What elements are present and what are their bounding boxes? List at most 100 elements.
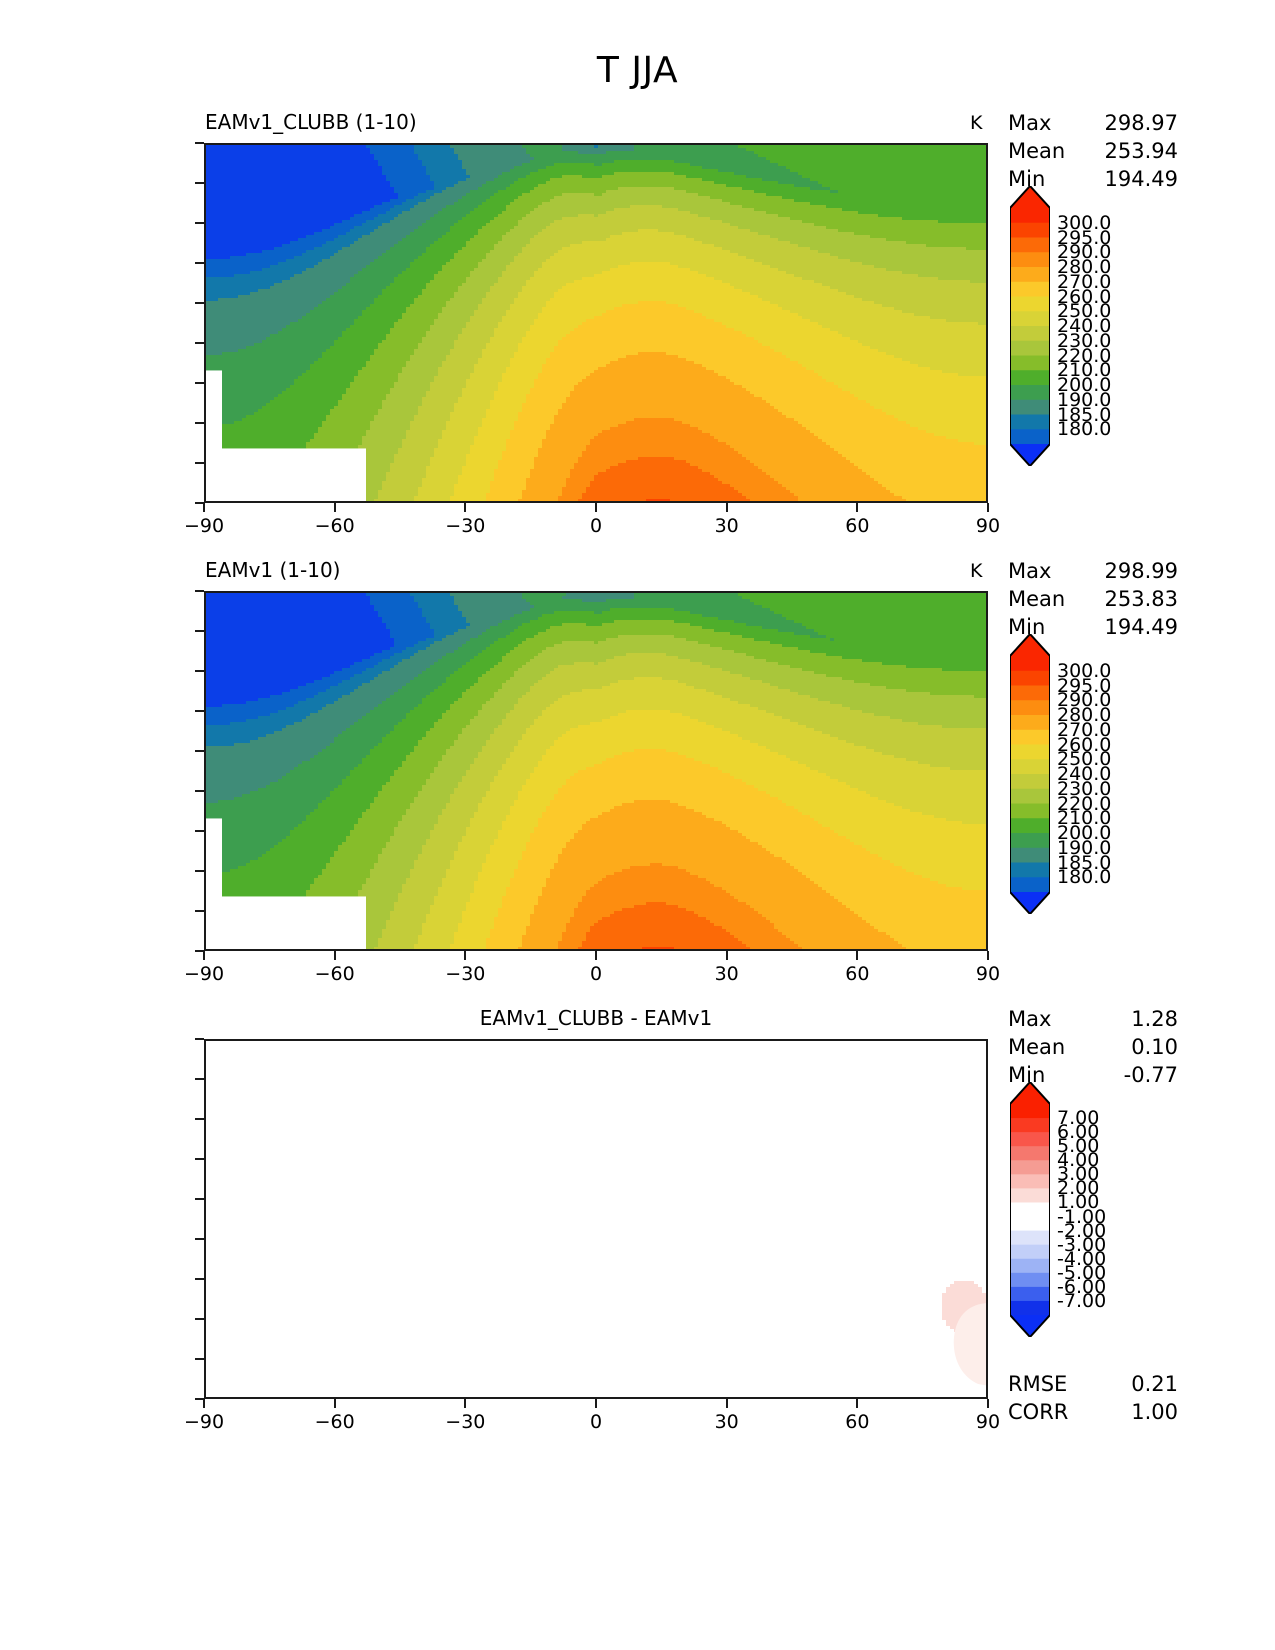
stat-label: Mean — [1008, 1035, 1066, 1059]
stats-block-diff: Max 1.28 Mean 0.10 Min -0.77 — [1008, 1006, 1178, 1090]
colorbar-tick-label: 5.00 — [1057, 1135, 1100, 1158]
colorbar-tick-label: -4.00 — [1057, 1247, 1107, 1270]
colorbar-tick-label: 280.0 — [1057, 704, 1112, 726]
contour-field-diff — [206, 1041, 986, 1397]
stats-block-test: Max 298.97 Mean 253.94 Min 194.49 — [1008, 110, 1178, 194]
y-tick-mark — [195, 502, 204, 504]
x-tick-mark — [203, 1399, 205, 1408]
y-tick-mark — [195, 182, 204, 184]
x-tick-mark — [725, 503, 728, 512]
x-tick-mark — [333, 503, 336, 512]
colorbar-tick-label: 220.0 — [1057, 344, 1112, 367]
x-tick-mark — [987, 1399, 989, 1408]
panel-title-ref: EAMv1 (1-10) — [205, 558, 341, 582]
colorbar-tick-label: 1.00 — [1057, 1191, 1100, 1214]
y-tick-mark — [195, 670, 204, 672]
colorbar-tick-label: -3.00 — [1057, 1233, 1107, 1256]
x-tick-mark — [464, 951, 467, 960]
x-tick-label: 60 — [845, 1411, 870, 1433]
colorbar-tick-label: 260.0 — [1057, 733, 1112, 756]
y-tick-mark — [195, 1278, 204, 1280]
stat-label: Max — [1008, 111, 1052, 135]
y-tick-mark — [195, 1198, 204, 1200]
x-tick-mark — [856, 951, 859, 960]
colorbar-tick-label: 295.0 — [1057, 226, 1112, 249]
colorbar-tick-label: -6.00 — [1057, 1275, 1107, 1298]
x-tick-mark — [725, 951, 728, 960]
unit-label-test: K — [970, 112, 983, 134]
colorbar-tick-label: -5.00 — [1057, 1261, 1107, 1284]
colorbar-tick-label: 250.0 — [1057, 748, 1112, 771]
colorbar-tick-label: 200.0 — [1057, 374, 1112, 396]
difference-lobe — [953, 1303, 986, 1386]
colorbar-swatches — [1010, 1082, 1050, 1337]
colorbar-tick-label: 190.0 — [1057, 836, 1112, 859]
metrics-block-diff: RMSE 0.21 CORR 1.00 — [1008, 1371, 1178, 1427]
colorbar-tick-label: 300.0 — [1057, 211, 1112, 234]
y-tick-mark — [195, 462, 204, 464]
x-tick-mark — [333, 1399, 336, 1408]
y-tick-mark — [195, 1398, 204, 1400]
page-title: T JJA — [596, 50, 679, 91]
stat-value: 253.83 — [1104, 587, 1178, 611]
x-tick-label: −90 — [183, 1411, 225, 1433]
colorbar-tick-label: 3.00 — [1057, 1163, 1100, 1186]
x-tick-label: 0 — [589, 963, 603, 985]
y-tick-mark — [195, 1038, 204, 1040]
y-tick-mark — [195, 950, 204, 952]
x-tick-mark — [203, 951, 205, 960]
x-tick-label: 0 — [589, 1411, 603, 1433]
stat-value: 1.28 — [1131, 1007, 1178, 1031]
x-tick-mark — [987, 503, 989, 512]
y-tick-mark — [195, 1118, 204, 1120]
colorbar-tick-label: 250.0 — [1057, 300, 1112, 323]
colorbar-tick-label: 185.0 — [1057, 851, 1112, 874]
colorbar-tick-label: 295.0 — [1057, 674, 1112, 697]
stat-value: 0.10 — [1131, 1035, 1178, 1059]
plot-area-test — [204, 143, 988, 503]
x-tick-mark — [595, 951, 597, 960]
x-tick-label: 60 — [845, 515, 870, 537]
y-tick-mark — [195, 382, 204, 384]
y-tick-mark — [195, 710, 204, 712]
x-tick-label: 30 — [714, 1411, 739, 1433]
y-tick-mark — [195, 422, 204, 424]
colorbar-tick-label: 210.0 — [1057, 807, 1112, 830]
colorbar-tick-label: 185.0 — [1057, 403, 1112, 426]
y-tick-mark — [195, 222, 204, 224]
x-tick-label: −60 — [314, 515, 355, 537]
colorbar-tick-label: 6.00 — [1057, 1121, 1100, 1144]
stat-value: 194.49 — [1104, 167, 1178, 191]
contour-field-ref — [206, 593, 986, 949]
x-tick-label: 90 — [975, 1411, 1001, 1433]
colorbar-tick-label: -1.00 — [1057, 1205, 1107, 1228]
colorbar-tick-label: 240.0 — [1057, 315, 1112, 337]
x-tick-label: 0 — [589, 515, 603, 537]
y-tick-mark — [195, 830, 204, 832]
colorbar-tick-label: 180.0 — [1057, 866, 1112, 889]
unit-label-ref: K — [970, 560, 983, 582]
metric-value: 0.21 — [1131, 1372, 1178, 1396]
x-tick-label: 30 — [714, 963, 739, 985]
stat-label: Mean — [1008, 139, 1066, 163]
colorbar-tick-label: 210.0 — [1057, 359, 1112, 382]
metric-value: 1.00 — [1131, 1400, 1178, 1424]
colorbar-tick-label: 230.0 — [1057, 329, 1112, 352]
y-tick-mark — [195, 630, 204, 632]
x-tick-mark — [856, 1399, 859, 1408]
x-tick-label: −90 — [183, 963, 225, 985]
x-tick-mark — [595, 1399, 597, 1408]
stat-value: 194.49 — [1104, 615, 1178, 639]
plot-area-ref — [204, 591, 988, 951]
colorbar-tick-label: -2.00 — [1057, 1219, 1107, 1242]
colorbar-tick-label: 240.0 — [1057, 763, 1112, 785]
y-tick-mark — [195, 1078, 204, 1080]
y-tick-mark — [195, 1158, 204, 1160]
colorbar-tick-label: 7.00 — [1057, 1107, 1100, 1130]
colorbar-swatches — [1010, 634, 1050, 914]
colorbar-test: 300.0 295.0 290.0 280.0 270.0 260.0 250.0 240.0… — [1010, 186, 1111, 466]
x-tick-label: −90 — [183, 515, 225, 537]
y-tick-mark — [195, 590, 204, 592]
stat-label: Mean — [1008, 587, 1066, 611]
x-tick-mark — [203, 503, 205, 512]
